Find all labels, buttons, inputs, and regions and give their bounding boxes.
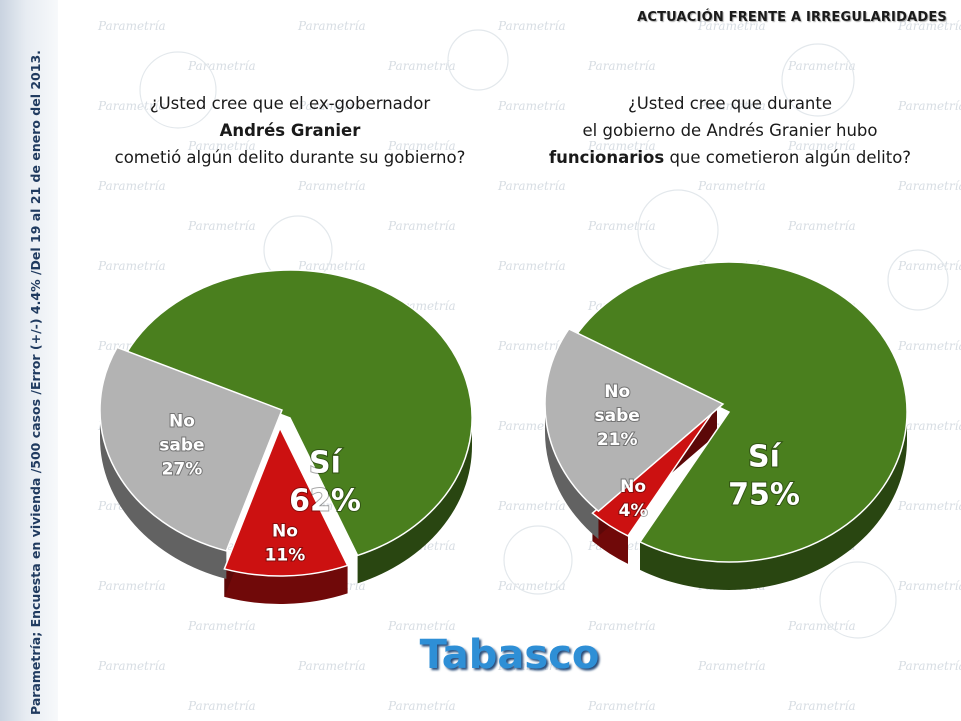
watermark-text: Parametría — [297, 19, 366, 33]
pie-label: sabe — [595, 406, 640, 426]
pie-slice-no — [591, 405, 718, 537]
pie-slice-si — [573, 261, 908, 563]
pie-label: No — [169, 412, 195, 432]
watermark-text: Parametría — [187, 219, 256, 233]
watermark-text: Parametría — [897, 19, 961, 33]
pie-label: 4% — [619, 501, 648, 521]
watermark-text: Parametría — [697, 99, 766, 113]
watermark-text: Parametría — [497, 499, 566, 513]
question-1-line-3: cometió algún delito durante su gobierno… — [114, 148, 466, 167]
watermark-text: Parametría — [97, 19, 166, 33]
pie-slice-side — [640, 412, 907, 590]
watermark-text: Parametría — [897, 339, 961, 353]
watermark-text: Parametría — [297, 259, 366, 273]
pie-label: No — [620, 477, 646, 497]
pie-label: No — [272, 521, 298, 541]
watermark-text: Parametría — [97, 99, 166, 113]
watermark-text: Parametría — [497, 99, 566, 113]
watermark-text: Parametría — [497, 179, 566, 193]
watermark-text: Parametría — [387, 219, 456, 233]
watermark-text: Parametría — [187, 699, 256, 713]
watermark-text: Parametría — [897, 659, 961, 673]
footer-title: Tabasco — [419, 632, 600, 678]
watermark-text: Parametría — [387, 619, 456, 633]
pie-slice-side — [100, 410, 227, 579]
watermark-text: Parametría — [787, 139, 856, 153]
watermark-text: Parametría — [497, 579, 566, 593]
watermark-text: Parametría — [187, 139, 256, 153]
pie-label: 27% — [162, 460, 203, 480]
watermark-text: Parametría — [97, 579, 166, 593]
watermark-text: Parametría — [897, 179, 961, 193]
question-2-line-2: el gobierno de Andrés Granier hubo — [582, 121, 878, 140]
watermark-text: Parametría — [787, 699, 856, 713]
pie-label: Sí — [309, 446, 343, 481]
watermark-text: Parametría — [587, 699, 656, 713]
header-title: ACTUACIÓN FRENTE A IRREGULARIDADES — [637, 10, 947, 25]
watermark-text: Parametría — [697, 179, 766, 193]
side-bar: Parametría; Encuesta en vivienda /500 ca… — [0, 0, 58, 721]
question-2-line-1: ¿Usted cree que durante — [627, 94, 833, 113]
watermark-text: Parametría — [297, 179, 366, 193]
watermark-text: Parametría — [387, 59, 456, 73]
pie-slice-side — [357, 418, 472, 584]
watermark-text: Parametría — [297, 659, 366, 673]
pie-slice-side — [545, 404, 599, 540]
watermark-text: Parametría — [897, 419, 961, 433]
pie-label: 11% — [265, 545, 306, 565]
watermark-text: Parametría — [587, 139, 656, 153]
watermark-text: Parametría — [297, 99, 366, 113]
question-1-line-1: ¿Usted cree que el ex-gobernador — [149, 94, 431, 113]
pie-label: sabe — [159, 436, 204, 456]
question-2: ¿Usted cree que durante el gobierno de A… — [530, 90, 930, 171]
watermark-text: Parametría — [97, 659, 166, 673]
watermark-text: Parametría — [897, 499, 961, 513]
pie-label: No — [604, 382, 630, 402]
watermark-text: Parametría — [697, 659, 766, 673]
watermark-text: Parametría — [97, 259, 166, 273]
watermark-text: Parametría — [497, 659, 566, 673]
watermark-text: Parametría — [787, 59, 856, 73]
pie-slice-no — [223, 426, 349, 577]
watermark-text: Parametría — [897, 99, 961, 113]
watermark-text: Parametría — [787, 619, 856, 633]
watermark-text: Parametría — [787, 219, 856, 233]
watermark-text: Parametría — [387, 139, 456, 153]
watermark-text: Parametría — [187, 619, 256, 633]
question-1: ¿Usted cree que el ex-gobernador Andrés … — [90, 90, 490, 171]
pie-slice-si — [123, 269, 473, 557]
pie-label: Sí — [748, 440, 782, 475]
watermark-text: Parametría — [387, 699, 456, 713]
question-2-rest: que cometieron algún delito? — [664, 148, 912, 167]
pie-label: 62% — [289, 484, 361, 519]
watermark-text: Parametría — [497, 259, 566, 273]
pie-slice-no-sabe — [99, 346, 283, 552]
watermark-text: Parametría — [697, 19, 766, 33]
watermark-text: Parametría — [97, 179, 166, 193]
pie-slice-no-sabe — [544, 328, 725, 513]
question-1-bold: Andrés Granier — [219, 121, 361, 140]
question-1-line-2: Andrés Granier — [90, 117, 490, 144]
pie-label: 21% — [597, 430, 638, 450]
watermark-text: Parametría — [587, 59, 656, 73]
watermark-text: Parametría — [497, 19, 566, 33]
watermark-text: Parametría — [897, 579, 961, 593]
watermark-text: Parametría — [897, 259, 961, 273]
question-2-bold: funcionarios — [548, 148, 665, 167]
question-2-line-3: funcionarios que cometieron algún delito… — [530, 144, 930, 171]
pie-label: 75% — [728, 478, 800, 513]
watermark-text: Parametría — [587, 619, 656, 633]
watermark-text: Parametría — [497, 339, 566, 353]
